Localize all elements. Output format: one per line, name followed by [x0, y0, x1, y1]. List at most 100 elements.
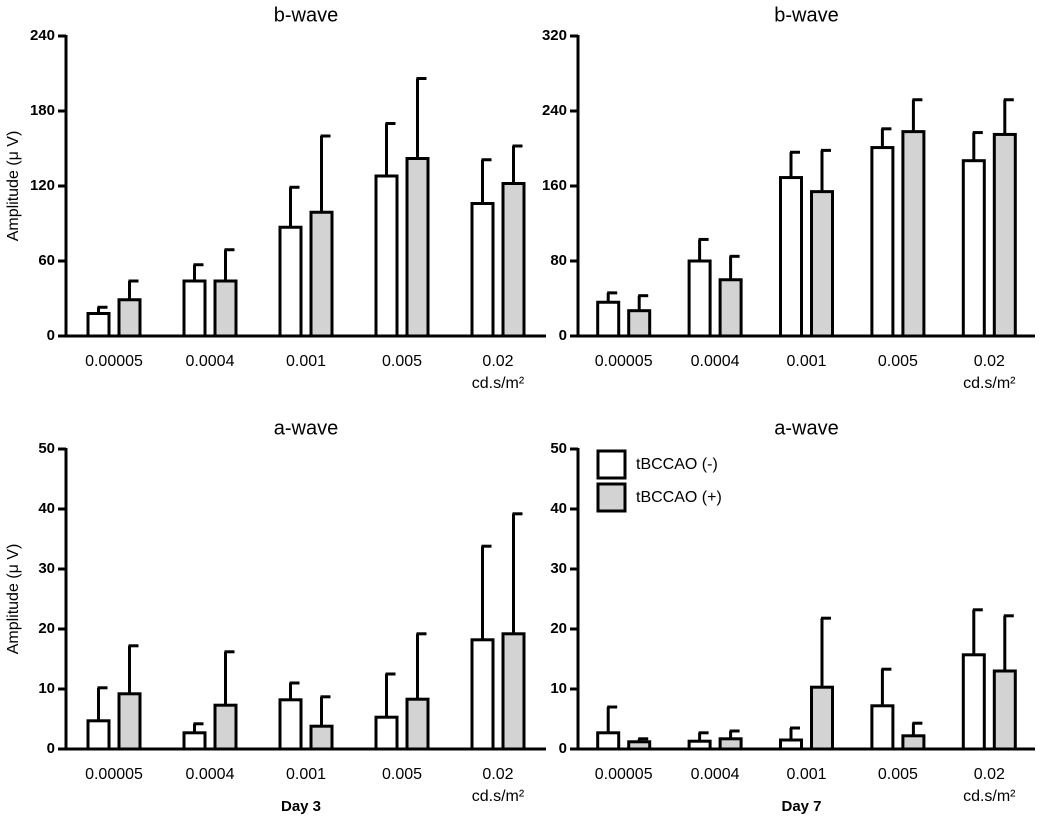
bar	[374, 715, 399, 751]
bar	[213, 279, 238, 338]
bar	[86, 312, 111, 338]
y-tick-label: 180	[30, 102, 55, 119]
y-tick-label: 60	[38, 252, 55, 269]
y-axis-label: Amplitude (μ V)	[5, 544, 22, 655]
x-tick-label: 0.0004	[186, 766, 235, 783]
x-tick-label: 0.005	[878, 766, 918, 783]
x-tick-label: 0.005	[382, 766, 422, 783]
bar	[501, 632, 526, 751]
bar	[278, 698, 303, 751]
legend-swatch	[596, 482, 627, 513]
x-tick-label: 0.00005	[85, 353, 143, 370]
x-unit-label: cd.s/m²	[963, 788, 1016, 805]
bar	[687, 739, 712, 751]
bar	[810, 685, 834, 751]
chart-title: b-wave	[274, 4, 338, 26]
x-tick-label: 0.001	[786, 353, 826, 370]
bar	[405, 697, 430, 751]
legend-label: tBCCAO (+)	[636, 489, 722, 506]
bar	[718, 737, 743, 751]
x-tick-label: 0.00005	[595, 353, 653, 370]
legend-label: tBCCAO (-)	[636, 456, 718, 473]
bar	[86, 719, 111, 751]
bar	[309, 724, 334, 751]
x-tick-label: 0.005	[878, 353, 918, 370]
bar	[627, 740, 652, 751]
x-tick-label: 0.00005	[85, 766, 143, 783]
y-tick-label: 30	[550, 560, 567, 577]
bar	[779, 738, 803, 751]
bar	[596, 300, 621, 338]
bar	[779, 176, 803, 338]
y-tick-label: 0	[47, 327, 55, 344]
bar	[117, 692, 142, 751]
x-unit-label: cd.s/m²	[963, 375, 1016, 392]
x-tick-label: 0.0004	[691, 766, 740, 783]
y-tick-label: 240	[542, 102, 567, 119]
x-tick-label: 0.001	[286, 766, 326, 783]
y-tick-label: 30	[38, 560, 55, 577]
bar	[470, 202, 495, 338]
bar	[374, 174, 399, 338]
bar	[627, 309, 652, 338]
y-tick-label: 0	[559, 740, 567, 757]
y-tick-label: 40	[38, 500, 55, 517]
bar	[278, 225, 303, 338]
y-tick-label: 80	[550, 252, 567, 269]
bar	[810, 190, 834, 338]
x-tick-label: 0.005	[382, 353, 422, 370]
legend-swatch	[596, 449, 627, 480]
bar	[687, 259, 712, 338]
bar	[961, 653, 986, 751]
bar	[117, 298, 142, 338]
x-tick-label: 0.001	[286, 353, 326, 370]
chart-title: a-wave	[274, 417, 338, 439]
bar	[182, 731, 207, 751]
x-tick-label: 0.00005	[595, 766, 653, 783]
x-tick-label: 0.02	[974, 353, 1005, 370]
bar	[213, 703, 238, 751]
y-tick-label: 240	[30, 27, 55, 44]
x-unit-label: cd.s/m²	[472, 788, 525, 805]
bar	[718, 278, 743, 338]
y-tick-label: 0	[47, 740, 55, 757]
x-tick-label: 0.0004	[691, 353, 740, 370]
y-tick-label: 120	[30, 177, 55, 194]
bar	[309, 210, 334, 338]
bar	[501, 182, 526, 338]
y-tick-label: 10	[38, 680, 55, 697]
y-tick-label: 0	[559, 327, 567, 344]
bar	[182, 279, 207, 338]
y-tick-label: 320	[542, 27, 567, 44]
x-axis-label: Day 3	[281, 798, 321, 815]
y-tick-label: 50	[550, 440, 567, 457]
x-unit-label: cd.s/m²	[472, 375, 525, 392]
bar	[870, 704, 895, 751]
bar	[870, 146, 895, 338]
y-tick-label: 50	[38, 440, 55, 457]
y-tick-label: 10	[550, 680, 567, 697]
chart-title: b-wave	[774, 4, 838, 26]
x-tick-label: 0.001	[786, 766, 826, 783]
y-tick-label: 160	[542, 177, 567, 194]
x-tick-label: 0.02	[974, 766, 1005, 783]
bar	[596, 731, 621, 751]
x-tick-label: 0.02	[482, 766, 513, 783]
x-tick-label: 0.02	[482, 353, 513, 370]
bar	[405, 157, 430, 338]
bar	[992, 669, 1017, 751]
bar	[992, 132, 1017, 338]
x-tick-label: 0.0004	[186, 353, 235, 370]
y-axis-label: Amplitude (μ V)	[5, 131, 22, 242]
y-tick-label: 20	[550, 620, 567, 637]
y-tick-label: 40	[550, 500, 567, 517]
y-tick-label: 20	[38, 620, 55, 637]
bar	[901, 130, 926, 338]
bar	[901, 734, 926, 751]
bar	[961, 159, 986, 338]
x-axis-label: Day 7	[781, 798, 821, 815]
chart-title: a-wave	[774, 417, 838, 439]
bar	[470, 638, 495, 751]
